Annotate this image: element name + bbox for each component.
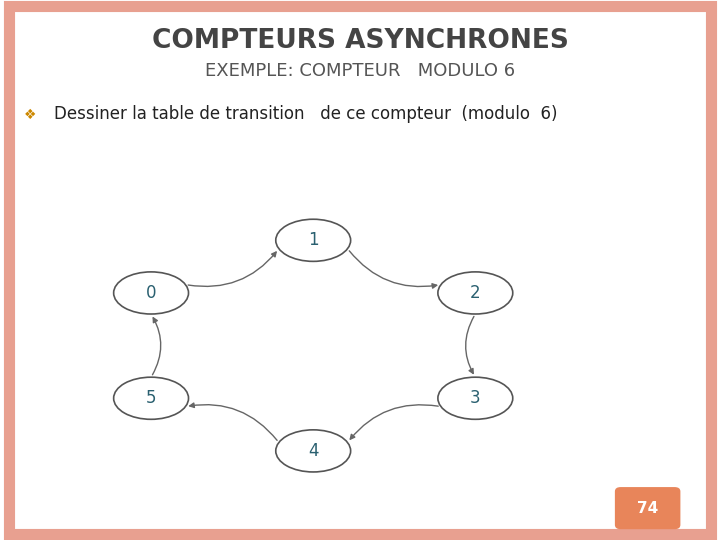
Text: Dessiner la table de transition   de ce compteur  (modulo  6): Dessiner la table de transition de ce co…: [54, 105, 557, 124]
Text: 3: 3: [470, 389, 481, 407]
Text: EXEMPLE: COMPTEUR   MODULO 6: EXEMPLE: COMPTEUR MODULO 6: [205, 62, 515, 80]
FancyArrowPatch shape: [188, 252, 276, 286]
Text: 4: 4: [308, 442, 318, 460]
FancyBboxPatch shape: [615, 487, 680, 529]
Text: 74: 74: [637, 501, 658, 516]
FancyArrowPatch shape: [189, 403, 277, 440]
Ellipse shape: [276, 430, 351, 472]
FancyArrowPatch shape: [466, 316, 474, 374]
Text: ❖: ❖: [24, 107, 37, 122]
Ellipse shape: [438, 272, 513, 314]
FancyArrowPatch shape: [349, 251, 437, 288]
Text: 0: 0: [146, 284, 156, 302]
Text: 2: 2: [470, 284, 481, 302]
FancyArrowPatch shape: [153, 318, 161, 375]
FancyArrowPatch shape: [350, 405, 438, 439]
Text: 1: 1: [308, 231, 318, 249]
Text: COMPTEURS ASYNCHRONES: COMPTEURS ASYNCHRONES: [152, 28, 568, 53]
Ellipse shape: [276, 219, 351, 261]
Ellipse shape: [438, 377, 513, 419]
Ellipse shape: [114, 272, 189, 314]
Text: 5: 5: [146, 389, 156, 407]
Ellipse shape: [114, 377, 189, 419]
